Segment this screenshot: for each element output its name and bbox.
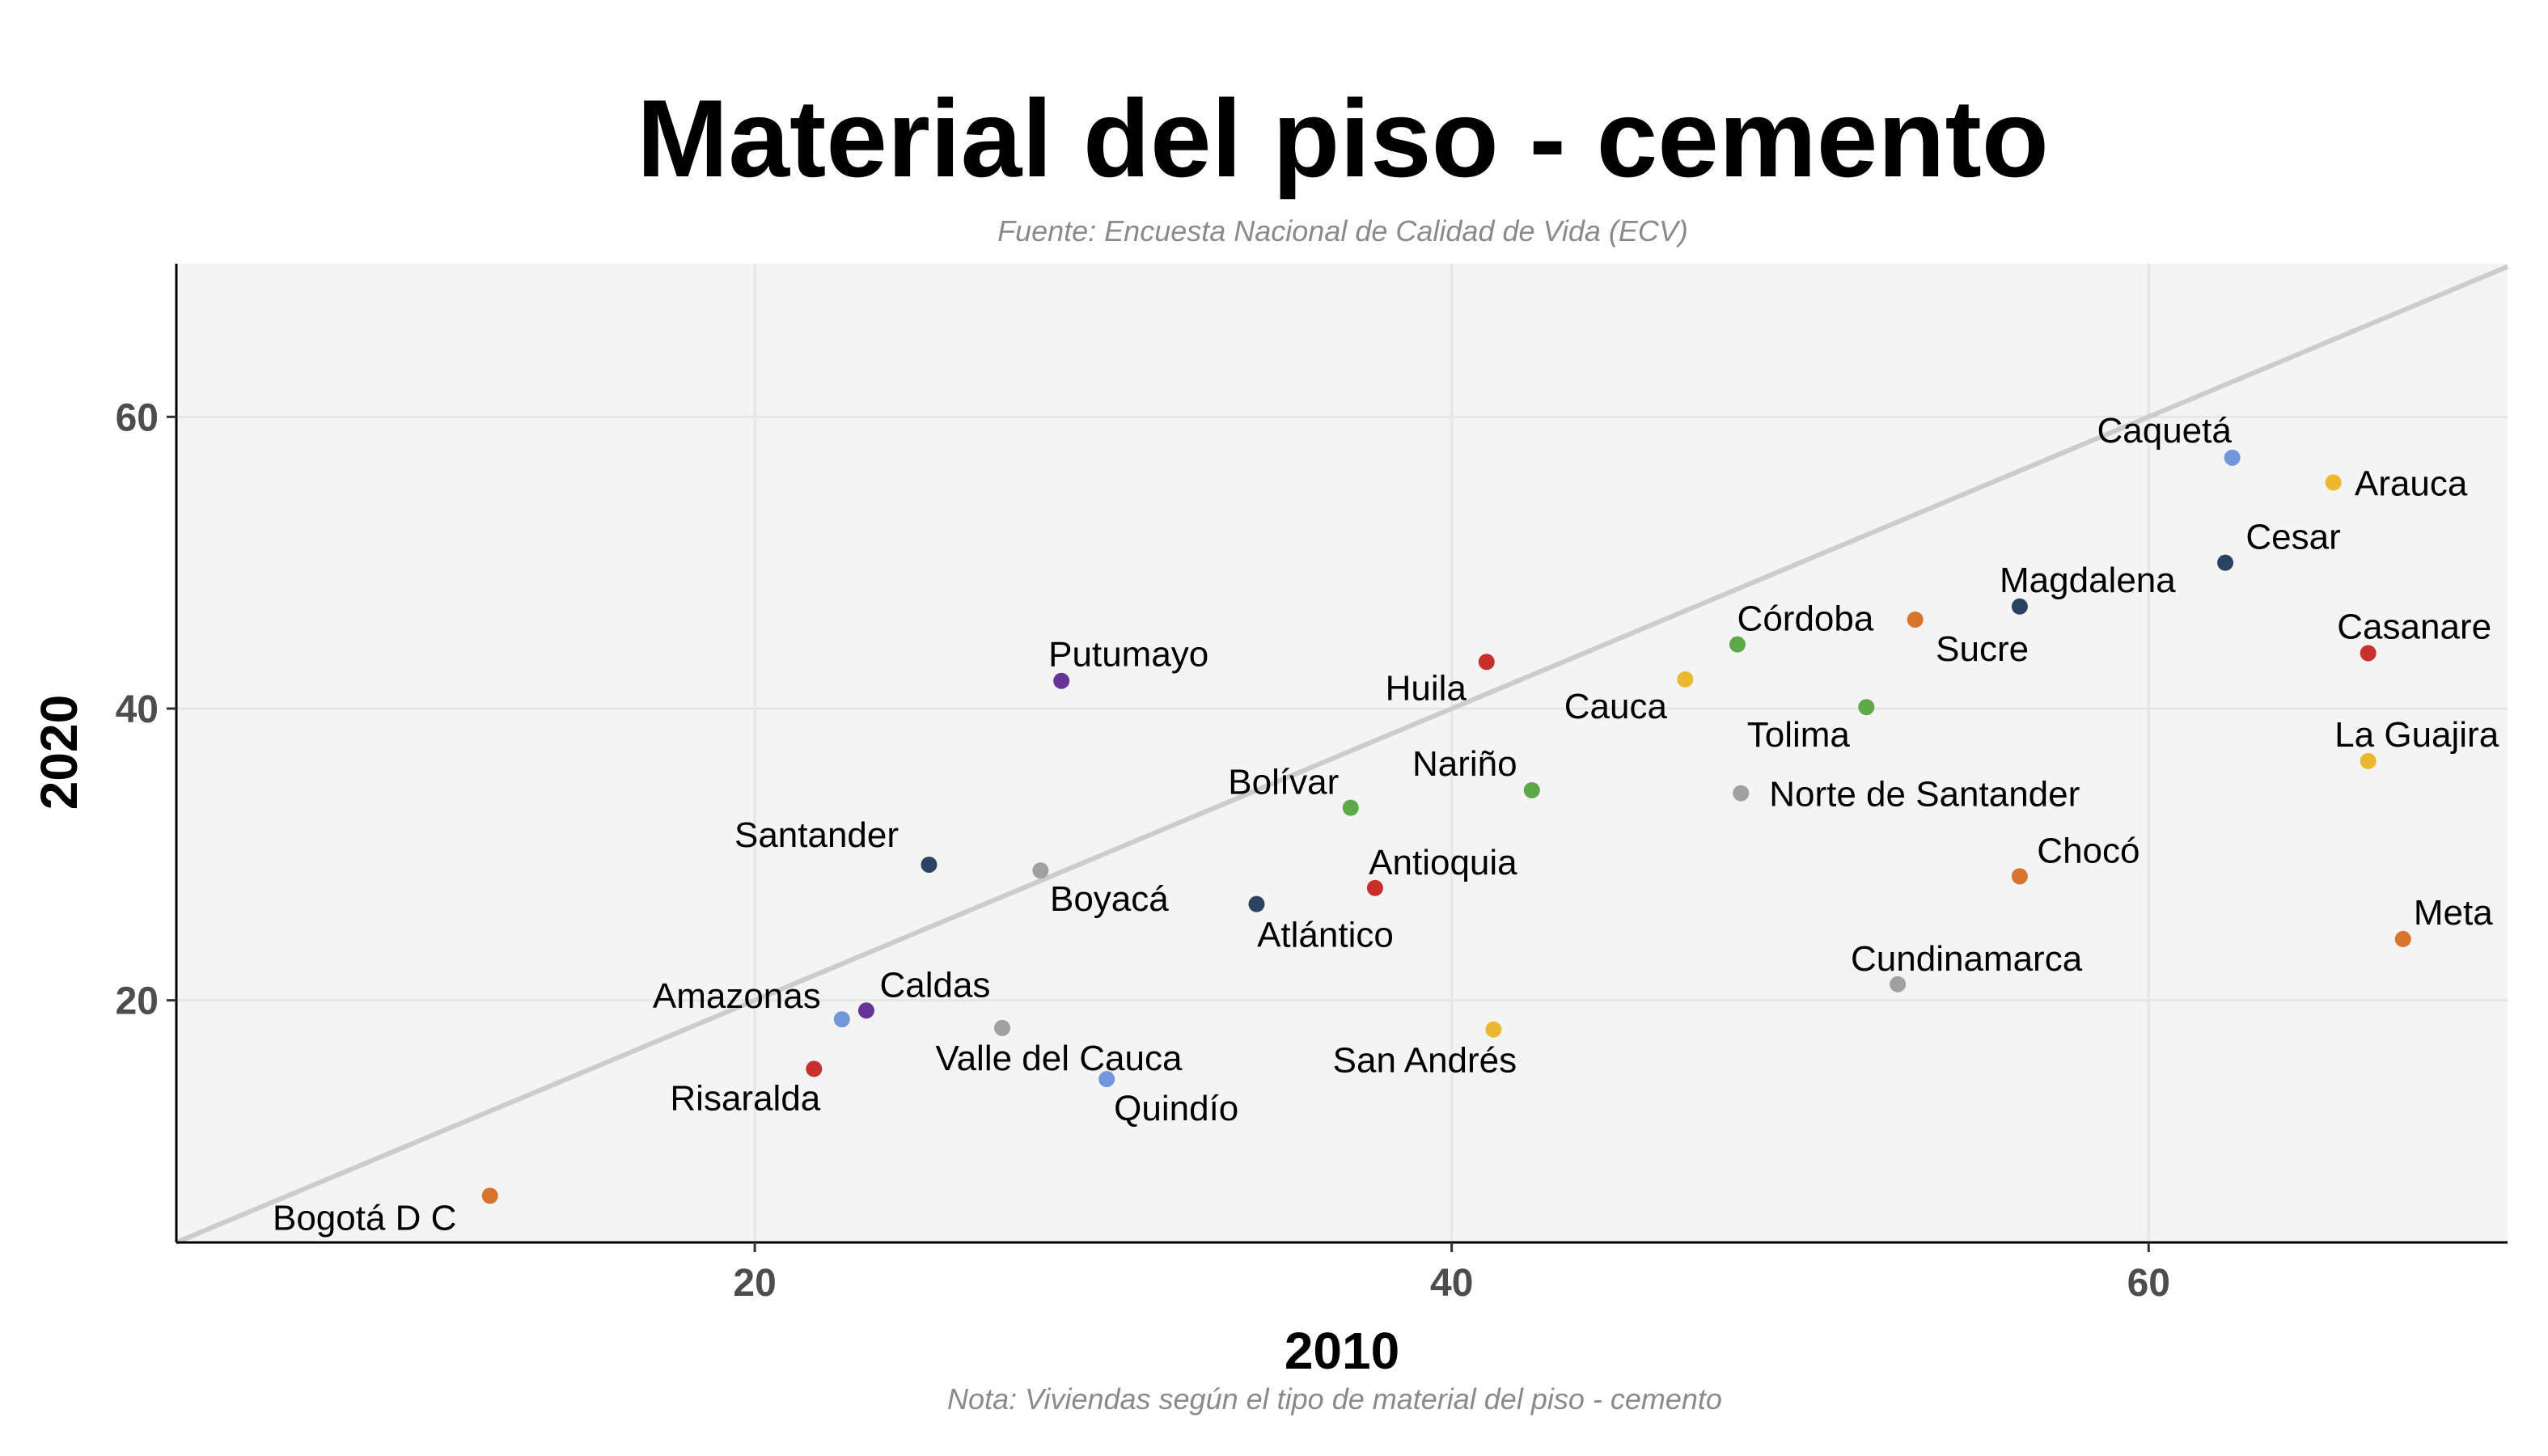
point-label: Santander — [734, 815, 899, 855]
data-point — [1098, 1071, 1115, 1088]
point-label: Caldas — [879, 965, 990, 1005]
point-label: Atlántico — [1257, 916, 1394, 955]
data-point — [1366, 879, 1383, 896]
point-labels: Bogotá D C Risaralda Amazonas Caldas Santand… — [273, 411, 2499, 1238]
point-label: Arauca — [2355, 463, 2468, 503]
point-label: Risaralda — [670, 1078, 820, 1118]
point-label: Magdalena — [2000, 561, 2176, 600]
y-tick-label: 60 — [116, 396, 159, 439]
data-point — [2011, 598, 2028, 615]
point-label: Quindío — [1114, 1089, 1238, 1128]
data-point — [1032, 862, 1049, 879]
point-label: Antioquia — [1369, 843, 1517, 882]
point-label: Putumayo — [1048, 635, 1208, 675]
point-label: Cesar — [2245, 518, 2340, 557]
point-label: Sucre — [1936, 629, 2029, 669]
data-point — [921, 856, 938, 873]
data-points — [481, 449, 2411, 1204]
data-point — [993, 1019, 1010, 1036]
data-point — [2011, 868, 2028, 885]
point-label: La Guajira — [2334, 715, 2499, 755]
point-label: Casanare — [2337, 607, 2491, 646]
data-point — [857, 1002, 874, 1019]
data-point — [1248, 895, 1265, 912]
x-axis-title: 2010 — [1285, 1322, 1399, 1380]
point-label: Chocó — [2037, 831, 2140, 870]
point-label: Cundinamarca — [1851, 939, 2083, 979]
point-label: Tolima — [1747, 715, 1851, 755]
point-label: Bolívar — [1228, 763, 1339, 802]
point-label: Meta — [2414, 893, 2493, 933]
data-point — [1890, 976, 1907, 993]
data-point — [1729, 636, 1746, 653]
x-tick-label: 40 — [1430, 1262, 1473, 1305]
data-point — [806, 1060, 823, 1077]
point-label: Caquetá — [2097, 411, 2232, 451]
y-tick-label: 20 — [116, 980, 159, 1023]
data-point — [2217, 554, 2234, 571]
chart-caption: Nota: Viviendas según el tipo de materia… — [947, 1382, 1722, 1416]
point-label: Cauca — [1564, 687, 1668, 726]
point-label: Huila — [1386, 668, 1467, 708]
data-point — [2360, 752, 2377, 769]
point-label: Boyacá — [1050, 879, 1169, 919]
data-point — [1342, 799, 1359, 816]
point-label: San Andrés — [1333, 1041, 1517, 1081]
point-label: Bogotá D C — [273, 1198, 456, 1238]
x-tick-label: 20 — [733, 1262, 776, 1305]
data-point — [1907, 612, 1924, 628]
reference-line — [175, 264, 2509, 1245]
x-tick-label: 60 — [2127, 1262, 2170, 1305]
data-point — [1478, 654, 1495, 671]
y-axis-title: 2020 — [30, 695, 88, 810]
data-point — [2394, 930, 2411, 947]
data-point — [1733, 785, 1750, 802]
data-point — [1523, 781, 1540, 798]
point-label: Amazonas — [653, 976, 821, 1016]
chart-subtitle: Fuente: Encuesta Nacional de Calidad de … — [997, 214, 1688, 248]
point-label: Valle del Cauca — [936, 1039, 1183, 1078]
chart-title: Material del piso - cemento — [637, 77, 2049, 200]
data-point — [481, 1187, 498, 1204]
axis-ticks: 20 40 60 20 40 60 — [116, 396, 2170, 1305]
data-point — [1858, 699, 1875, 716]
point-label: Norte de Santander — [1769, 775, 2080, 815]
point-label: Nariño — [1412, 744, 1517, 784]
data-point — [2325, 474, 2342, 491]
data-point — [1677, 671, 1694, 688]
data-point — [2224, 449, 2241, 466]
data-point — [833, 1011, 850, 1028]
data-point — [2360, 645, 2377, 662]
data-point — [1485, 1021, 1502, 1038]
point-label: Córdoba — [1737, 599, 1874, 639]
data-point — [1053, 672, 1070, 689]
gridlines — [176, 264, 2508, 1242]
y-tick-label: 40 — [116, 688, 159, 731]
